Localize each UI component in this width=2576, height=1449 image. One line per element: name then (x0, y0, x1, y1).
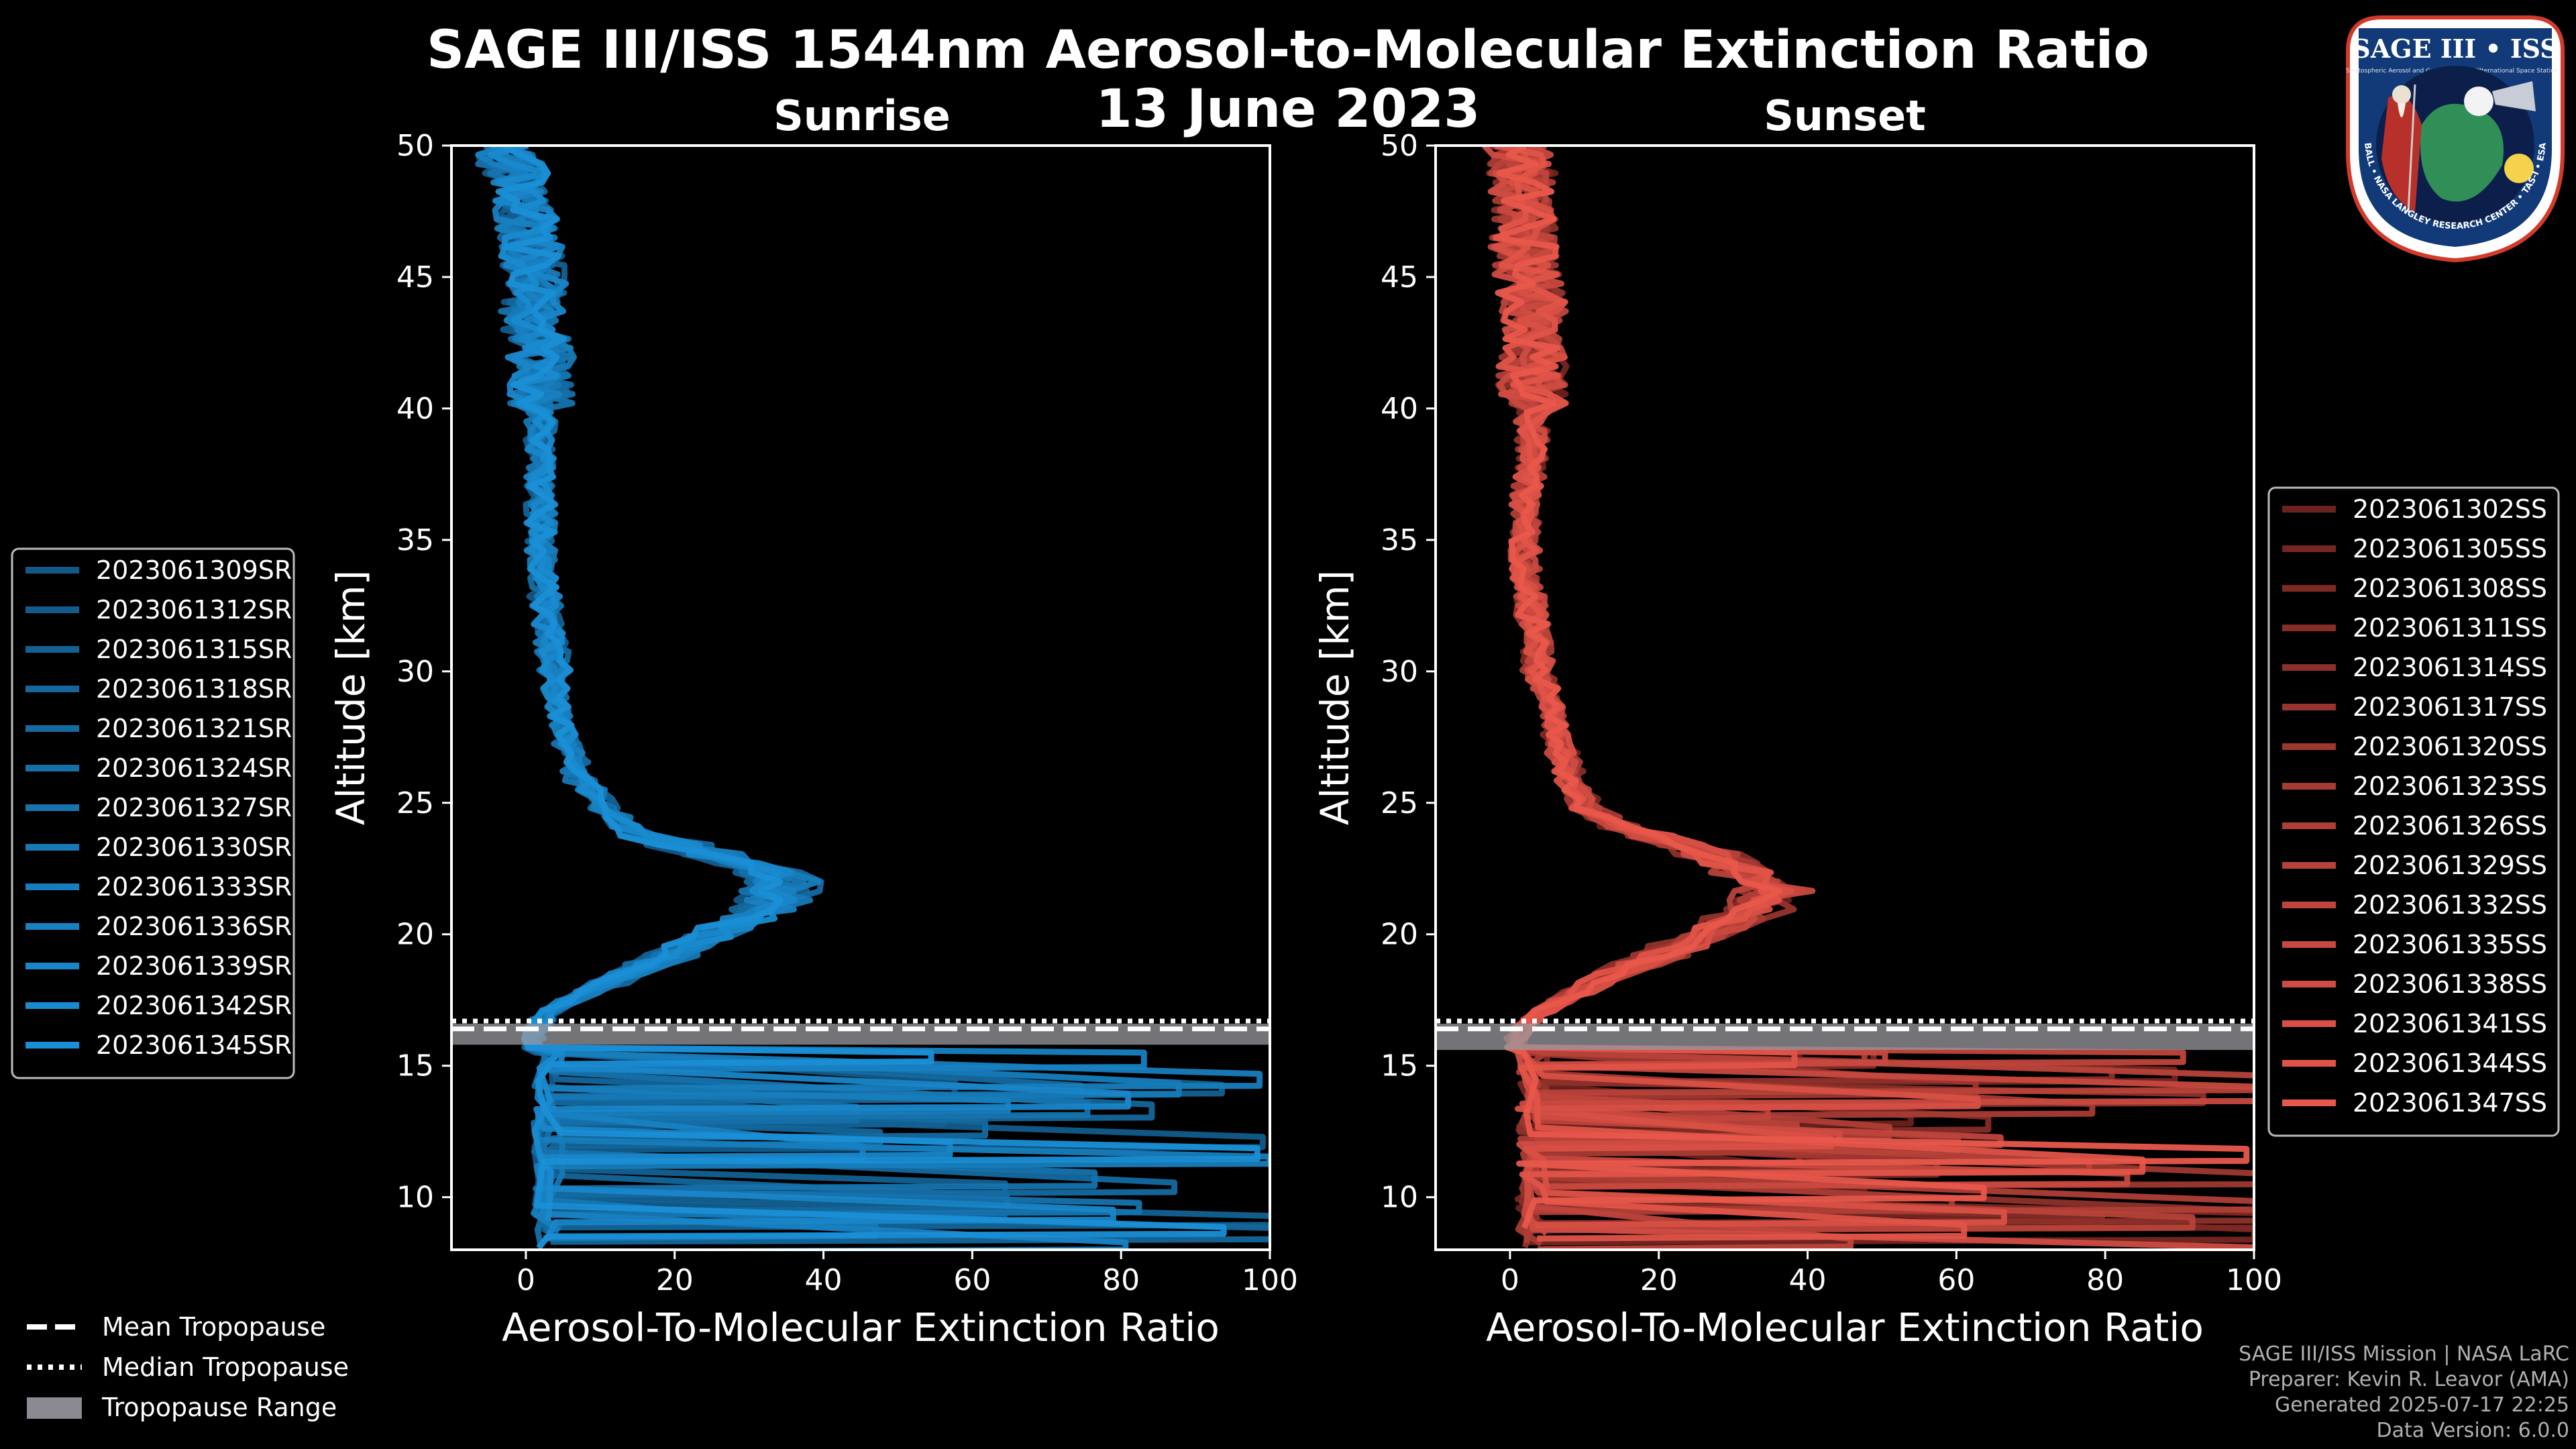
y-tick-label: 10 (396, 1181, 434, 1215)
plot-frame (450, 144, 1271, 1251)
logo-subtitle-right: International Space Station (2476, 68, 2559, 74)
legend-entry: 2023061305SS (2353, 534, 2547, 564)
legend-entry: 2023061335SS (2353, 930, 2547, 959)
legend-frame (2267, 486, 2560, 1137)
x-tick-label: 60 (953, 1263, 991, 1297)
x-tick-label: 20 (1640, 1263, 1678, 1297)
legend-entry: 2023061342SR (96, 991, 292, 1020)
plot-frame (1434, 144, 2255, 1251)
legend-sunrise: 2023061309SR 2023061312SR 2023061315SR 2023… (11, 547, 295, 1079)
legend-entry: 2023061332SS (2353, 890, 2547, 920)
legend-entry: 2023061323SS (2353, 771, 2547, 801)
y-tick-label: 50 (1381, 129, 1418, 163)
legend-entry: 2023061326SS (2353, 811, 2547, 841)
y-axis-label: Altitude [km] (328, 570, 374, 825)
credit-preparer: Preparer: Kevin R. Leavor (AMA) (2248, 1368, 2569, 1391)
y-tick-label: 50 (396, 129, 434, 163)
y-tick-label: 40 (1381, 392, 1418, 426)
y-tick-label: 20 (1381, 918, 1418, 952)
legend-entry: 2023061312SR (96, 595, 292, 625)
legend-entry: 2023061333SR (96, 872, 292, 902)
profile-lines (1482, 146, 2254, 1250)
y-tick-label: 20 (396, 918, 434, 952)
x-tick-label: 40 (805, 1263, 843, 1297)
x-tick-label: 60 (1937, 1263, 1975, 1297)
legend-entry: 2023061336SR (96, 912, 292, 941)
plot-area-0 (442, 144, 1271, 1259)
legend-frame (11, 547, 295, 1079)
legend-entry: 2023061347SS (2353, 1088, 2547, 1118)
x-axis-label: Aerosol-To-Molecular Extinction Ratio (1486, 1305, 2204, 1350)
sage-iss-mission-logo: SAGE III • ISS Stratospheric Aerosol and… (2346, 15, 2565, 263)
legend-entry: 2023061339SR (96, 951, 292, 981)
y-tick-label: 35 (396, 523, 434, 557)
x-axis-label: Aerosol-To-Molecular Extinction Ratio (502, 1305, 1220, 1350)
x-tick-label: 40 (1789, 1263, 1827, 1297)
x-tick-label: 100 (1242, 1263, 1298, 1297)
figure-date: 13 June 2023 (1095, 79, 1481, 140)
legend-entry: 2023061317SS (2353, 692, 2547, 722)
legend-entry: 2023061330SR (96, 833, 292, 862)
legend-entry: 2023061341SS (2353, 1009, 2547, 1038)
y-tick-label: 30 (396, 655, 434, 689)
logo-subtitle-left: Stratospheric Aerosol and Gas Experiment… (2346, 68, 2481, 74)
credit-generated: Generated 2025-07-17 22:25 (2274, 1393, 2569, 1417)
legend-tropopause-range-swatch (27, 1397, 82, 1419)
y-tick-label: 25 (1381, 786, 1418, 820)
x-tick-label: 0 (1501, 1263, 1519, 1297)
legend-entry: 2023061345SR (96, 1030, 292, 1060)
legend-entry: 2023061309SR (96, 555, 292, 585)
y-tick-label: 35 (1381, 523, 1418, 557)
legend-sunset: 2023061302SS 2023061305SS 2023061308SS 2023… (2267, 486, 2560, 1137)
y-tick-label: 10 (1381, 1181, 1418, 1215)
logo-name: SAGE III • ISS (2352, 34, 2558, 64)
y-tick-label: 15 (1381, 1049, 1418, 1083)
legend-entry: 2023061302SS (2353, 494, 2547, 524)
plot-area-1 (1426, 144, 2255, 1259)
legend-entry: 2023061308SS (2353, 574, 2547, 603)
legend-tropopause-label: Tropopause Range (101, 1393, 337, 1422)
legend-entry: 2023061338SS (2353, 969, 2547, 999)
y-tick-label: 40 (396, 392, 434, 426)
y-tick-label: 30 (1381, 655, 1418, 689)
legend-entry: 2023061321SR (96, 714, 292, 743)
x-tick-label: 100 (2226, 1263, 2282, 1297)
credits-block: SAGE III/ISS Mission | NASA LaRC Prepare… (2239, 1342, 2569, 1444)
legend-entry: 2023061314SS (2353, 653, 2547, 682)
legend-tropopause-label: Median Tropopause (102, 1352, 349, 1382)
legend-entry: 2023061315SR (96, 635, 292, 664)
legend-entry: 2023061320SS (2353, 732, 2547, 761)
legend-entry: 2023061329SS (2353, 851, 2547, 880)
panel-title-sunrise: Sunrise (773, 91, 951, 140)
profile-line-2023061345SR (495, 146, 1260, 1250)
legend-entry: 2023061311SS (2353, 613, 2547, 643)
x-tick-label: 20 (656, 1263, 694, 1297)
x-tick-label: 80 (1102, 1263, 1140, 1297)
y-tick-label: 15 (396, 1049, 434, 1083)
credit-mission: SAGE III/ISS Mission | NASA LaRC (2239, 1342, 2569, 1366)
profile-line-2023061347SS (1493, 146, 2250, 1230)
profile-lines (475, 146, 1270, 1250)
y-axis-label: Altitude [km] (1312, 570, 1358, 825)
legend-entry: 2023061318SR (96, 674, 292, 704)
y-tick-label: 45 (396, 260, 434, 294)
credit-data-version: Data Version: 6.0.0 (2376, 1419, 2569, 1442)
legend-tropopause: Mean Tropopause Median Tropopause Tropopau… (27, 1312, 349, 1422)
figure-title: SAGE III/ISS 1544nm Aerosol-to-Molecular… (427, 20, 2149, 80)
panel-title-sunset: Sunset (1764, 91, 1926, 140)
legend-entry: 2023061324SR (96, 753, 292, 783)
legend-entry: 2023061344SS (2353, 1049, 2547, 1078)
legend-tropopause-label: Mean Tropopause (102, 1312, 325, 1342)
legend-entry: 2023061327SR (96, 793, 292, 822)
x-tick-label: 80 (2086, 1263, 2124, 1297)
y-tick-label: 45 (1381, 260, 1418, 294)
x-tick-label: 0 (517, 1263, 535, 1297)
y-tick-label: 25 (396, 786, 434, 820)
